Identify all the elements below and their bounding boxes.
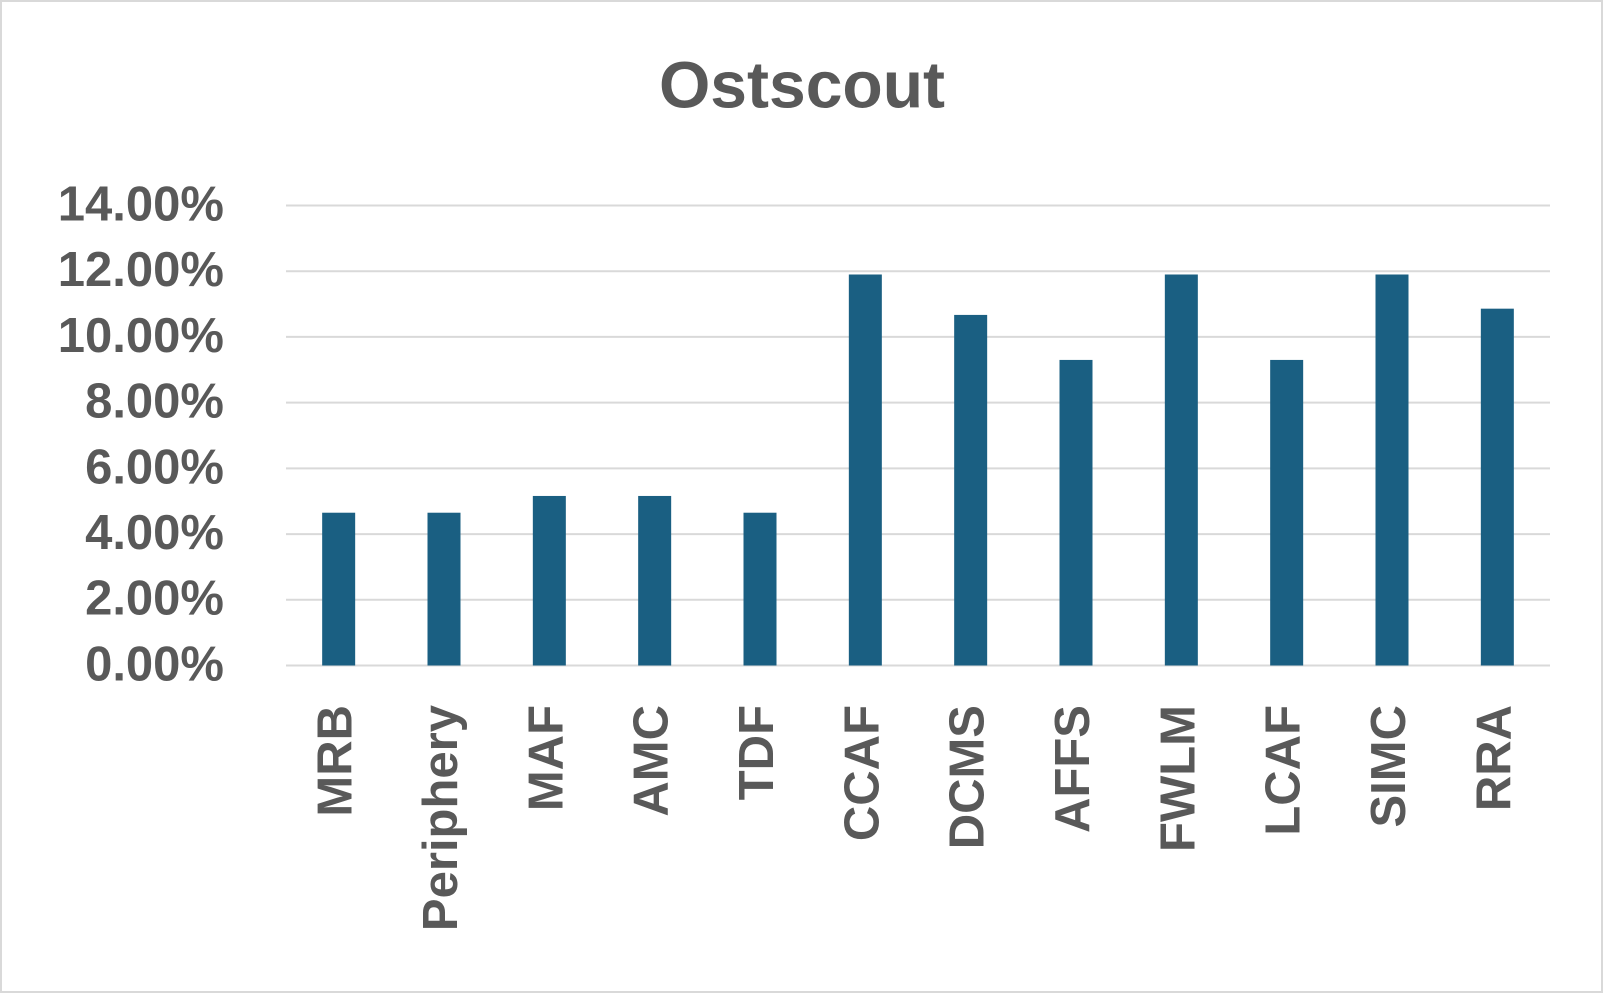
bar (532, 495, 566, 666)
bar (1059, 359, 1093, 666)
bar (848, 274, 882, 666)
bar (1375, 274, 1409, 666)
x-tick-label: DCMS (941, 705, 995, 849)
x-tick-label: CCAF (835, 705, 889, 841)
bar (322, 512, 356, 666)
y-tick-label: 0.00% (85, 637, 224, 691)
x-tick-label: MRB (309, 705, 363, 817)
y-tick-label: 12.00% (58, 243, 224, 297)
x-tick-label: TDF (730, 705, 784, 800)
x-tick-label: LCAF (1257, 705, 1311, 836)
y-tick-label: 2.00% (85, 572, 224, 626)
bar (1480, 308, 1514, 666)
x-tick-label: RRA (1467, 705, 1521, 811)
y-tick-label: 8.00% (85, 375, 224, 429)
x-tick-label: Periphery (414, 705, 468, 931)
bar (954, 314, 988, 666)
x-tick-label: SIMC (1362, 705, 1416, 828)
y-tick-label: 4.00% (85, 506, 224, 560)
y-tick-label: 6.00% (85, 440, 224, 494)
bar (427, 512, 461, 666)
bar (1164, 274, 1198, 666)
x-tick-label: MAF (519, 705, 573, 811)
chart-title: Ostscout (659, 47, 945, 121)
bar (1270, 359, 1304, 666)
y-tick-label: 14.00% (58, 177, 224, 231)
x-tick-label: FWLM (1151, 705, 1205, 852)
bar (743, 512, 777, 666)
y-tick-label: 10.00% (58, 309, 224, 363)
x-tick-label: AFFS (1046, 705, 1100, 833)
bar (638, 495, 672, 666)
x-tick-label: AMC (625, 705, 679, 817)
